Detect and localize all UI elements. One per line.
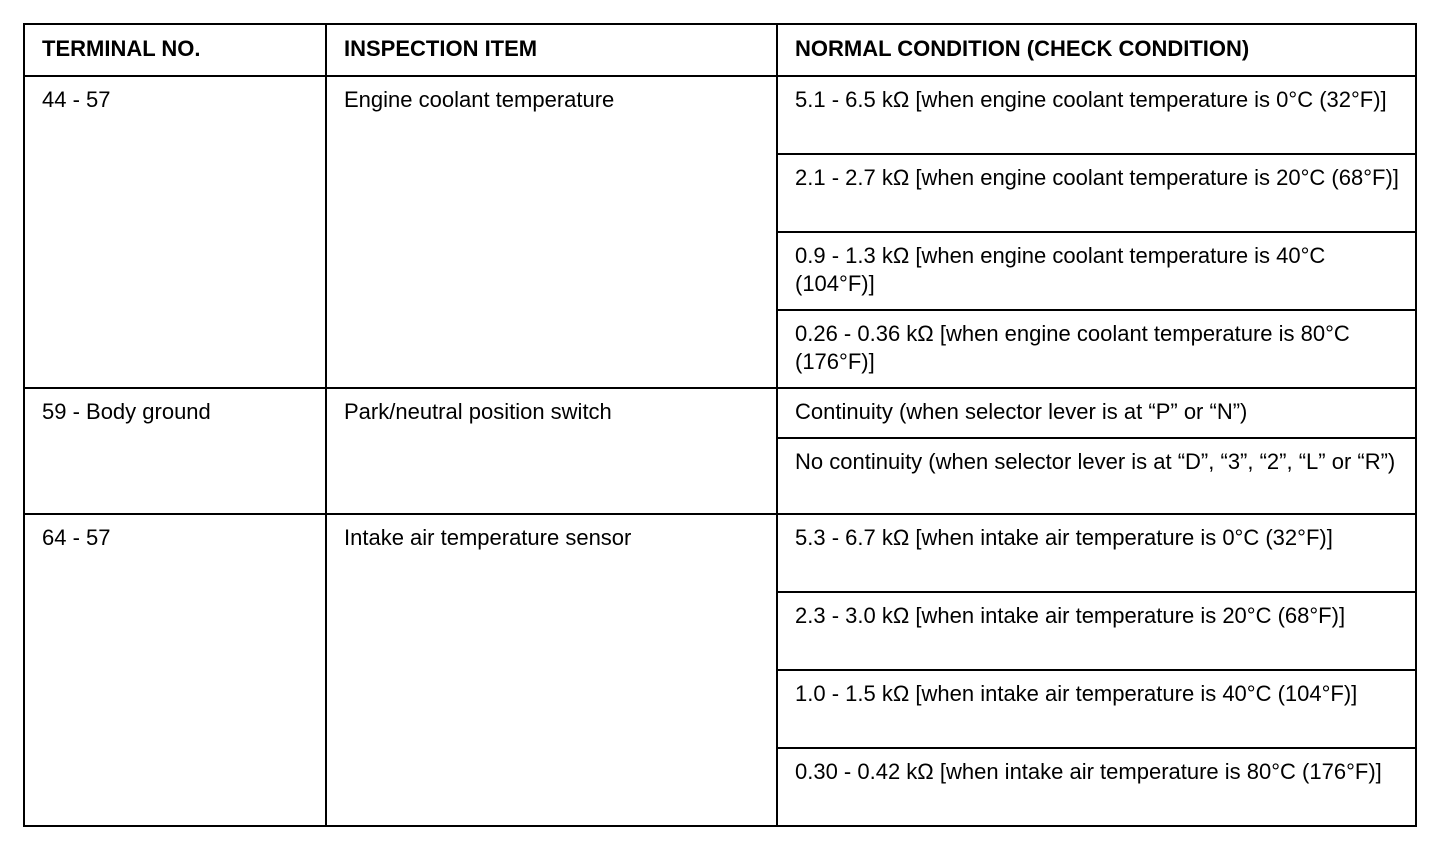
inspection-table: TERMINAL NO. INSPECTION ITEM NORMAL COND… <box>23 23 1417 827</box>
condition-cell: 0.26 - 0.36 kΩ [when engine coolant temp… <box>776 309 1417 389</box>
condition-cell: No continuity (when selector lever is at… <box>776 437 1417 515</box>
header-inspection-item: INSPECTION ITEM <box>325 23 778 77</box>
condition-cell: 0.30 - 0.42 kΩ [when intake air temperat… <box>776 747 1417 827</box>
table-row: 0.26 - 0.36 kΩ [when engine coolant temp… <box>24 309 1417 389</box>
table-row: 64 - 57 Intake air temperature sensor 5.… <box>23 513 1417 827</box>
table-row: No continuity (when selector lever is at… <box>24 437 1417 515</box>
terminal-cell: 64 - 57 <box>23 513 327 827</box>
condition-cell: 1.0 - 1.5 kΩ [when intake air temperatur… <box>776 669 1417 749</box>
condition-cell: Continuity (when selector lever is at “P… <box>776 387 1417 439</box>
terminal-cell: 59 - Body ground <box>23 387 327 515</box>
item-cell: Intake air temperature sensor <box>325 513 778 827</box>
item-cell: Park/neutral position switch <box>325 387 778 515</box>
condition-cell: 0.9 - 1.3 kΩ [when engine coolant temper… <box>776 231 1417 311</box>
table-row: 2.1 - 2.7 kΩ [when engine coolant temper… <box>24 153 1417 233</box>
condition-cell: 5.1 - 6.5 kΩ [when engine coolant temper… <box>776 75 1417 155</box>
terminal-cell: 44 - 57 <box>23 75 327 389</box>
table-row: 1.0 - 1.5 kΩ [when intake air temperatur… <box>24 669 1417 749</box>
header-terminal-no: TERMINAL NO. <box>23 23 327 77</box>
table-row: 0.9 - 1.3 kΩ [when engine coolant temper… <box>24 231 1417 311</box>
condition-cell: 5.3 - 6.7 kΩ [when intake air temperatur… <box>776 513 1417 593</box>
header-row: TERMINAL NO. INSPECTION ITEM NORMAL COND… <box>23 23 1417 77</box>
table-row: 0.30 - 0.42 kΩ [when intake air temperat… <box>24 747 1417 827</box>
table-row: 59 - Body ground Park/neutral position s… <box>23 387 1417 515</box>
table-row: 44 - 57 Engine coolant temperature 5.1 -… <box>23 75 1417 389</box>
header-normal-condition: NORMAL CONDITION (CHECK CONDITION) <box>776 23 1417 77</box>
condition-cell: 2.1 - 2.7 kΩ [when engine coolant temper… <box>776 153 1417 233</box>
item-cell: Engine coolant temperature <box>325 75 778 389</box>
condition-cell: 2.3 - 3.0 kΩ [when intake air temperatur… <box>776 591 1417 671</box>
table-row: 2.3 - 3.0 kΩ [when intake air temperatur… <box>24 591 1417 671</box>
